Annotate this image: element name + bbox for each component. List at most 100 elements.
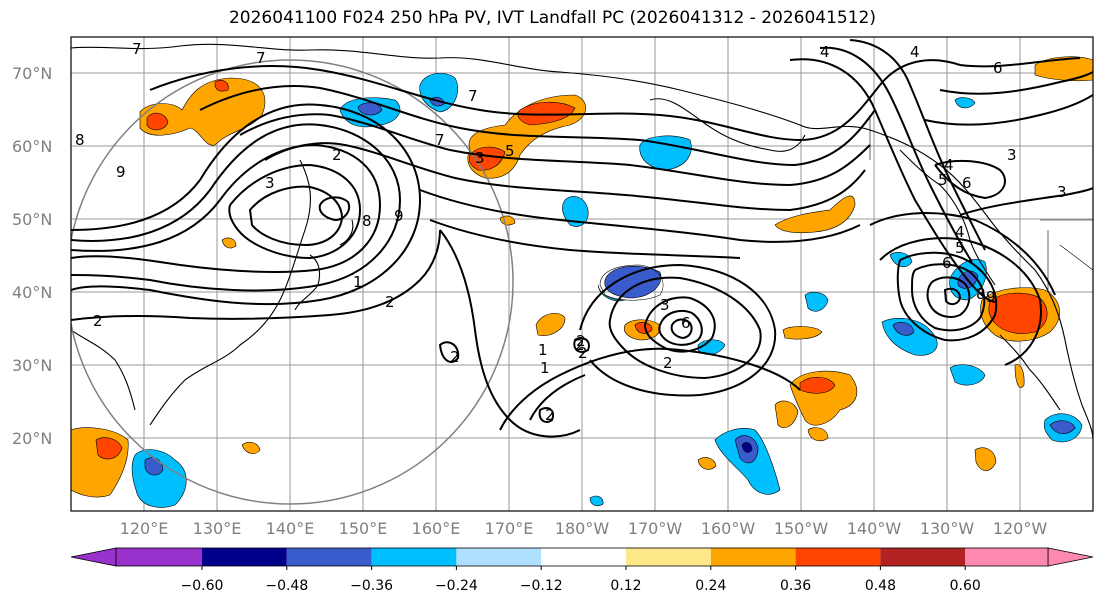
contour-label: 5 — [955, 239, 965, 257]
anomaly-patch — [146, 112, 169, 131]
anomaly-patch — [804, 291, 829, 312]
contour-label: 8 — [362, 212, 372, 230]
anomaly-patch — [988, 292, 1048, 334]
contour-label: 2 — [385, 293, 395, 311]
range-circle — [71, 59, 514, 505]
colorbar-tick-label: 0.24 — [695, 578, 726, 594]
anomaly-patch — [807, 427, 829, 442]
contour-labels: 7 8 9 2 3 8 9 7 1 2 2 7 7 3 5 4 4 6 4 6 … — [75, 40, 1067, 424]
anomaly-patch — [741, 442, 753, 453]
anomaly-patch — [954, 97, 976, 109]
longitude-labels: 120°E 130°E 140°E 150°E 160°E 170°E 180°… — [120, 519, 1048, 538]
contour-label: 5 — [938, 171, 948, 189]
lon-label: 150°E — [339, 519, 388, 538]
lat-label: 60°N — [12, 137, 52, 156]
contour-label: 3 — [475, 149, 485, 167]
contour-label: 2 — [332, 146, 342, 164]
contour-label: 5 — [505, 142, 515, 160]
lat-label: 20°N — [12, 429, 52, 448]
contour-label: 2 — [663, 354, 673, 372]
colorbar-segment — [795, 548, 881, 566]
anomaly-patch — [774, 195, 856, 234]
colorbar-segment — [116, 548, 202, 566]
anomaly-patch — [1049, 420, 1076, 434]
lat-label: 70°N — [12, 64, 52, 83]
contour-label: 7 — [435, 131, 445, 149]
anomaly-patch — [535, 312, 566, 336]
anomaly-patch — [357, 102, 383, 116]
contour-label: 3 — [265, 174, 275, 192]
colorbar-segment — [456, 548, 542, 566]
contour-label: 6 — [942, 254, 952, 272]
colorbar-tick-label: 0.12 — [610, 578, 641, 594]
colorbar-extend-high — [1047, 547, 1094, 567]
anomaly-patch — [1014, 364, 1025, 388]
anomaly-patch — [221, 237, 237, 249]
colorbar-segment — [202, 548, 287, 566]
anomaly-patch — [639, 135, 692, 171]
colorbar-tick-label: −0.36 — [350, 578, 393, 594]
colorbar-segment — [286, 548, 372, 566]
colorbar-tick-label: 0.60 — [950, 578, 981, 594]
colorbar-segment — [626, 548, 711, 566]
contour-label: 3 — [1007, 146, 1017, 164]
lon-label: 170°E — [485, 519, 534, 538]
lat-label: 30°N — [12, 356, 52, 375]
lon-label: 160°E — [412, 519, 461, 538]
contour-label: 1 — [540, 359, 550, 377]
coastlines — [71, 43, 1093, 441]
contour-label: 2 — [575, 336, 585, 354]
colorbar-tick-label: −0.48 — [265, 578, 308, 594]
anomaly-patch — [697, 457, 717, 470]
contour-label: 2 — [93, 312, 103, 330]
contour-label: 3 — [660, 296, 670, 314]
contour-label: 1 — [538, 341, 548, 359]
contour-label: 6 — [993, 59, 1003, 77]
colorbar-frame — [115, 547, 1049, 567]
anomaly-patch — [468, 146, 506, 171]
contour-label: 6 — [681, 314, 691, 332]
anomaly-patch — [604, 265, 662, 299]
colorbar-segment — [541, 548, 626, 566]
contour-label: 8 — [976, 285, 986, 303]
anomaly-patch — [589, 495, 604, 507]
lon-label: 130°E — [193, 519, 242, 538]
contour-label: 4 — [910, 43, 920, 61]
contour-label: 1 — [353, 273, 363, 291]
colorbar-tick-label: −0.24 — [435, 578, 478, 594]
colorbar-extend-low — [70, 547, 117, 567]
contour-label: 9 — [116, 163, 126, 181]
contour-label: 2 — [576, 332, 586, 350]
anomaly-patch — [892, 322, 915, 336]
lon-label: 140°E — [266, 519, 315, 538]
anomaly-patch — [949, 364, 986, 386]
plot-frame — [70, 36, 1094, 512]
contour-label: 7 — [256, 49, 266, 67]
colorbar-tick-label: −0.60 — [181, 578, 224, 594]
latitude-labels: 70°N 60°N 50°N 40°N 30°N 20°N — [12, 64, 52, 448]
colorbar-tick-label: 0.48 — [865, 578, 896, 594]
contour-label: 8 — [75, 131, 85, 149]
lat-label: 50°N — [12, 210, 52, 229]
colorbar-segment — [880, 548, 966, 566]
colorbar-tick-label: −0.12 — [520, 578, 563, 594]
lat-label: 40°N — [12, 283, 52, 302]
lon-label: 120°E — [120, 519, 169, 538]
anomaly-patch — [561, 196, 589, 227]
colorbar-segment — [965, 548, 1048, 566]
contour-label: 2 — [545, 406, 555, 424]
lon-label: 180°W — [555, 519, 610, 538]
contour-label: 2 — [578, 344, 588, 362]
lon-label: 160°W — [701, 519, 756, 538]
contour-label: 9 — [394, 207, 404, 225]
colorbar-segment — [371, 548, 457, 566]
contour-label: 3 — [1057, 183, 1067, 201]
pv-contours — [71, 39, 1093, 438]
lon-label: 120°W — [993, 519, 1048, 538]
lon-label: 130°W — [920, 519, 975, 538]
lon-label: 170°W — [628, 519, 683, 538]
anomaly-patch — [241, 441, 261, 454]
contour-label: 4 — [955, 223, 965, 241]
map-title: 2026041100 F024 250 hPa PV, IVT Landfall… — [228, 8, 876, 28]
